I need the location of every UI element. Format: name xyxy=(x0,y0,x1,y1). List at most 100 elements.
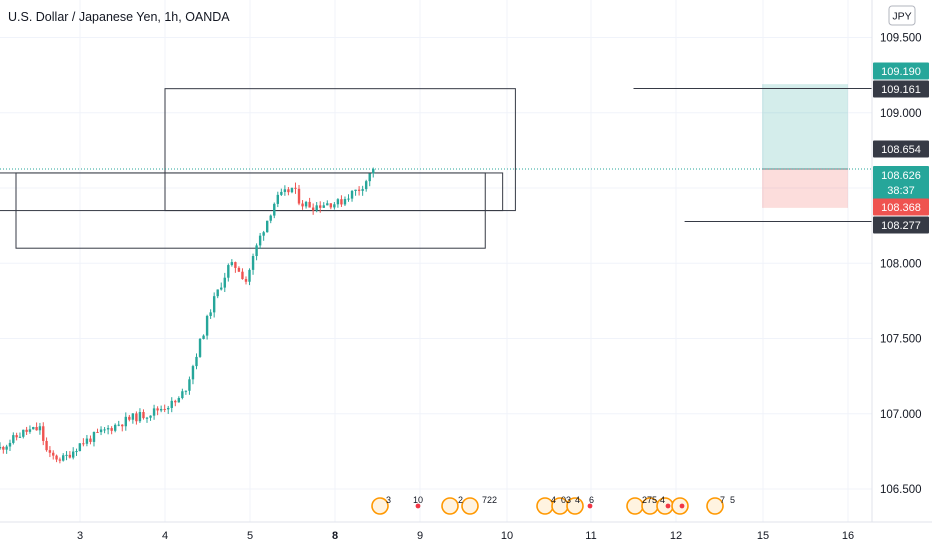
event-dot xyxy=(665,503,671,509)
candle-body xyxy=(212,296,216,313)
candles xyxy=(0,167,375,464)
candle-body xyxy=(262,232,265,236)
candle-body xyxy=(103,429,106,431)
candle-body xyxy=(273,203,276,216)
drawn-rectangle[interactable] xyxy=(0,172,504,212)
event-marker[interactable] xyxy=(441,497,459,515)
event-marker[interactable] xyxy=(706,497,724,515)
candle-body xyxy=(18,436,22,438)
candle-body xyxy=(15,435,18,438)
candle-body xyxy=(55,455,58,460)
price-tag xyxy=(873,198,929,216)
event-label: 6 xyxy=(589,495,594,505)
event-label: 10 xyxy=(413,495,423,505)
candle-body xyxy=(294,187,297,189)
event-label: 3 xyxy=(386,495,391,505)
x-tick-label: 10 xyxy=(501,530,513,542)
candle-body xyxy=(117,424,120,426)
event-label: 2 xyxy=(458,495,463,505)
candle-body xyxy=(62,455,65,461)
candle-body xyxy=(343,199,347,205)
x-tick-label: 16 xyxy=(842,530,854,542)
event-label: 4 xyxy=(575,495,580,505)
x-tick-label: 12 xyxy=(670,530,682,542)
price-tags: 109.190 109.161 108.654 108.626 38:37 108.368… xyxy=(873,62,929,234)
price-tag-value: 108.277 xyxy=(881,220,921,232)
candle-body xyxy=(184,390,188,392)
x-tick-label: 8 xyxy=(332,530,338,542)
x-tick-label: 9 xyxy=(417,530,423,542)
candle-body xyxy=(2,447,5,450)
candle-body xyxy=(283,189,287,192)
event-marker[interactable] xyxy=(626,497,644,515)
event-marker[interactable] xyxy=(461,497,479,515)
x-tick-label: 3 xyxy=(77,530,83,542)
candle-body xyxy=(128,416,131,420)
candle-body xyxy=(248,269,251,282)
candle-body xyxy=(65,454,68,456)
long-position-tool[interactable] xyxy=(762,84,848,208)
y-tick-label: 106.500 xyxy=(880,484,922,496)
y-tick-label: 107.000 xyxy=(880,409,922,421)
candle-body xyxy=(326,203,329,206)
candle-body xyxy=(340,199,343,205)
candle-body xyxy=(28,429,32,432)
event-marker[interactable] xyxy=(371,497,389,515)
candle-body xyxy=(319,205,322,208)
candle-body xyxy=(12,435,15,443)
drawn-rectangle[interactable] xyxy=(15,172,486,249)
candle-body xyxy=(113,424,117,431)
candle-body xyxy=(0,447,2,449)
drawn-rectangles[interactable] xyxy=(0,88,516,249)
price-tag xyxy=(873,80,929,98)
candle-body xyxy=(354,189,357,191)
candle-body xyxy=(350,190,354,199)
candle-body xyxy=(52,452,55,456)
event-label: 5 xyxy=(730,495,735,505)
candle-body xyxy=(357,189,361,191)
candle-body xyxy=(322,205,325,208)
event-label: 4 xyxy=(551,495,556,505)
candle-body xyxy=(35,427,38,431)
candle-body xyxy=(265,220,269,233)
candle-body xyxy=(241,271,244,280)
position-target-zone[interactable] xyxy=(762,84,848,170)
drawn-rectangle[interactable] xyxy=(164,88,516,212)
candle-body xyxy=(297,188,301,204)
candle-body xyxy=(82,443,85,445)
candle-body xyxy=(364,181,368,190)
grid xyxy=(0,0,872,522)
event-label: 275 xyxy=(642,495,657,505)
economic-events[interactable]: 3 10 2 722 4 03 4 6 275 4 7 5 xyxy=(371,495,735,515)
candle-body xyxy=(8,442,12,447)
price-axis[interactable]: 106.500107.000107.500108.000108.500109.0… xyxy=(880,33,922,497)
candle-body xyxy=(58,459,62,461)
candle-body xyxy=(156,408,159,411)
y-tick-label: 108.000 xyxy=(880,258,922,270)
event-label: 7 xyxy=(720,495,725,505)
candle-body xyxy=(145,417,149,419)
currency-badge[interactable]: JPY xyxy=(888,5,916,26)
event-marker[interactable] xyxy=(566,497,584,515)
candle-body xyxy=(96,431,99,433)
horizontal-levels[interactable] xyxy=(633,88,873,223)
price-tag-value: 109.190 xyxy=(881,66,921,78)
event-label: 03 xyxy=(561,495,571,505)
candle-body xyxy=(78,443,82,452)
time-axis[interactable]: 3 4 5 8 9 10 11 12 15 16 xyxy=(77,530,854,542)
candle-body xyxy=(315,205,318,211)
x-tick-label: 5 xyxy=(247,530,253,542)
candle-body xyxy=(159,408,163,411)
price-tag-value: 109.161 xyxy=(881,84,921,96)
candle-body xyxy=(227,265,230,278)
position-stop-zone[interactable] xyxy=(762,169,848,208)
candle-body xyxy=(290,187,294,193)
candle-body xyxy=(198,338,202,357)
candle-body xyxy=(22,429,25,437)
candle-body xyxy=(92,431,96,442)
candle-body xyxy=(251,256,255,270)
price-tag-value: 108.654 xyxy=(881,144,921,156)
event-dot xyxy=(415,503,421,509)
candle-body xyxy=(311,207,315,211)
